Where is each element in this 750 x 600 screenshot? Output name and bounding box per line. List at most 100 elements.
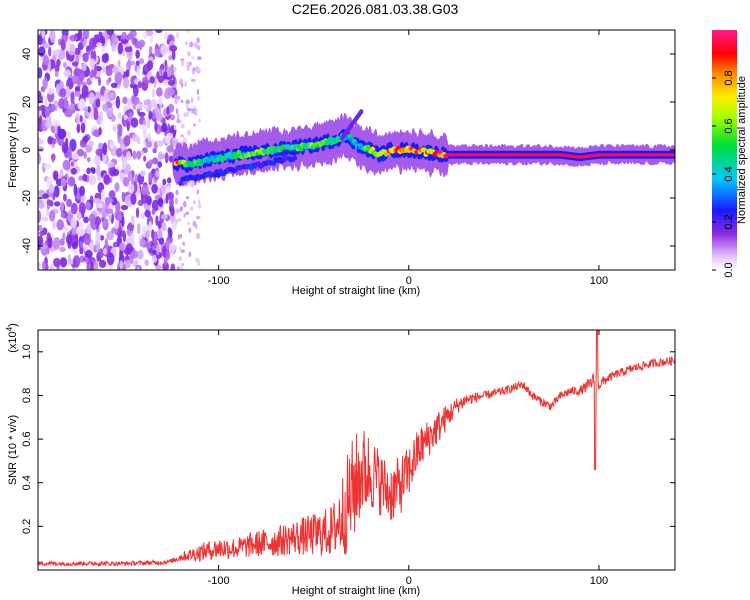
noise-speckle — [111, 44, 116, 52]
noise-speckle — [151, 229, 155, 240]
noise-speckle — [106, 231, 114, 241]
spectrogram-x-tick-label: 0 — [406, 275, 412, 287]
noise-speckle — [69, 103, 74, 111]
noise-speckle — [108, 190, 116, 199]
noise-speckle — [75, 113, 80, 124]
noise-speckle — [136, 136, 141, 145]
noise-speckle — [176, 118, 181, 124]
noise-speckle — [175, 208, 180, 215]
snr-plot-area — [38, 330, 675, 570]
noise-speckle — [82, 173, 88, 182]
noise-speckle — [126, 60, 132, 71]
noise-speckle — [82, 135, 89, 143]
snr-y-multiplier: (x104) — [5, 323, 19, 353]
noise-speckle — [79, 255, 86, 263]
noise-speckle — [122, 96, 128, 104]
noise-speckle — [76, 211, 82, 221]
noise-speckle — [81, 63, 87, 72]
noise-speckle — [62, 193, 67, 202]
noise-speckle — [188, 251, 192, 258]
noise-speckle — [63, 96, 68, 110]
noise-speckle — [176, 107, 179, 115]
snr-y-tick-label: 0.8 — [21, 388, 33, 403]
noise-speckle — [58, 38, 62, 46]
spectrogram-y-ticks: -40 -20 0 20 40 — [21, 48, 675, 254]
noise-speckle — [60, 177, 66, 188]
noise-speckle — [63, 224, 69, 232]
noise-speckle — [114, 71, 123, 85]
noise-speckle — [154, 121, 158, 133]
noise-speckle — [183, 213, 186, 218]
noise-speckle — [104, 196, 110, 205]
noise-speckle — [180, 206, 183, 211]
noise-speckle — [56, 58, 61, 67]
noise-speckle — [185, 211, 190, 215]
noise-speckle — [51, 153, 55, 163]
noise-speckle — [88, 140, 94, 148]
noise-speckle — [148, 45, 153, 56]
noise-speckle — [165, 250, 171, 261]
noise-speckle — [39, 230, 45, 237]
noise-speckle — [43, 163, 52, 170]
noise-speckle — [71, 74, 80, 85]
noise-speckle — [121, 216, 125, 228]
noise-speckle — [45, 119, 53, 129]
noise-speckle — [141, 212, 145, 220]
noise-speckle — [173, 124, 177, 131]
noise-speckle — [137, 249, 144, 260]
noise-speckle — [45, 209, 50, 217]
noise-speckle — [163, 257, 168, 265]
noise-speckle — [126, 151, 132, 161]
noise-speckle — [93, 129, 100, 137]
noise-speckle — [49, 103, 56, 113]
noise-speckle — [126, 33, 134, 40]
noise-speckle — [88, 213, 96, 224]
spectrogram-signal-trace — [172, 109, 675, 187]
noise-speckle — [188, 227, 192, 233]
noise-speckle — [80, 37, 85, 43]
noise-speckle — [116, 212, 122, 222]
noise-speckle — [180, 134, 185, 138]
noise-speckle — [178, 256, 182, 261]
noise-speckle — [195, 65, 198, 72]
noise-speckle — [177, 113, 180, 119]
noise-speckle — [182, 137, 188, 144]
noise-speckle — [105, 67, 113, 77]
noise-speckle — [62, 159, 71, 171]
noise-speckle — [57, 128, 66, 140]
noise-speckle — [97, 202, 103, 209]
noise-speckle — [53, 257, 61, 268]
noise-speckle — [181, 59, 185, 67]
noise-speckle — [42, 77, 48, 90]
noise-speckle — [187, 221, 191, 226]
noise-speckle — [176, 32, 180, 39]
noise-speckle — [119, 260, 124, 270]
noise-speckle — [127, 183, 135, 194]
noise-speckle — [155, 215, 159, 227]
noise-speckle — [186, 111, 190, 117]
colorbar-tick-label: 0.2 — [723, 214, 735, 229]
noise-speckle — [156, 140, 164, 147]
noise-speckle — [180, 249, 185, 253]
noise-speckle — [98, 259, 107, 268]
noise-speckle — [157, 161, 162, 168]
spectrogram-y-tick-label: -40 — [21, 238, 33, 254]
noise-speckle — [70, 167, 77, 175]
noise-speckle — [127, 97, 131, 110]
noise-speckle — [197, 56, 202, 61]
noise-speckle — [60, 201, 65, 212]
noise-speckle — [47, 236, 53, 249]
noise-speckle — [114, 182, 120, 192]
noise-speckle — [53, 185, 60, 198]
signal-core — [671, 153, 675, 157]
noise-speckle — [98, 77, 101, 86]
noise-speckle — [42, 43, 50, 49]
noise-speckle — [148, 247, 153, 254]
noise-speckle — [138, 124, 146, 130]
noise-speckle — [161, 122, 168, 133]
noise-speckle — [181, 263, 185, 267]
noise-speckle — [78, 202, 86, 215]
noise-speckle — [156, 71, 160, 80]
noise-speckle — [89, 241, 94, 252]
noise-speckle — [72, 255, 81, 268]
